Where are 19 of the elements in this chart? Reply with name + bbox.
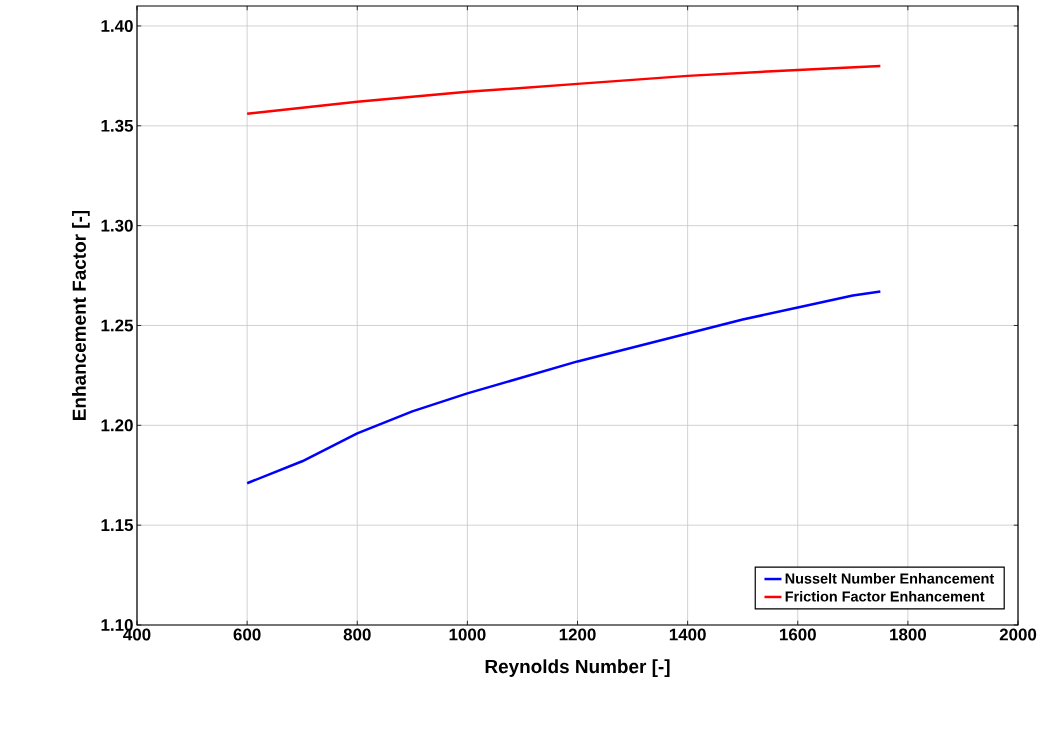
legend-label: Nusselt Number Enhancement [785, 573, 995, 584]
y-tick-label: 1.20 [101, 419, 133, 432]
y-tick-label: 1.30 [101, 219, 133, 232]
x-tick-label: 2000 [999, 628, 1037, 641]
line-series [245, 64, 882, 116]
y-tick-label: 1.15 [101, 519, 134, 532]
x-tick-label: 1600 [779, 628, 816, 641]
x-tick-label: 800 [343, 628, 371, 641]
x-tick-label: 1000 [449, 628, 486, 641]
y-tick-label: 1.25 [101, 319, 134, 332]
x-axis-title: Reynolds Number [-] [485, 659, 670, 677]
legend-label: Friction Factor Enhancement [785, 590, 985, 602]
y-tick-label: 1.35 [101, 119, 134, 132]
y-axis-title: Enhancement Factor [-] [72, 210, 90, 420]
x-tick-label: 1400 [669, 628, 706, 641]
y-tick-label: 1.40 [101, 19, 133, 32]
x-tick-label: 1800 [890, 628, 927, 641]
x-tick-label: 600 [233, 628, 261, 641]
x-tick-label: 1200 [559, 628, 596, 641]
